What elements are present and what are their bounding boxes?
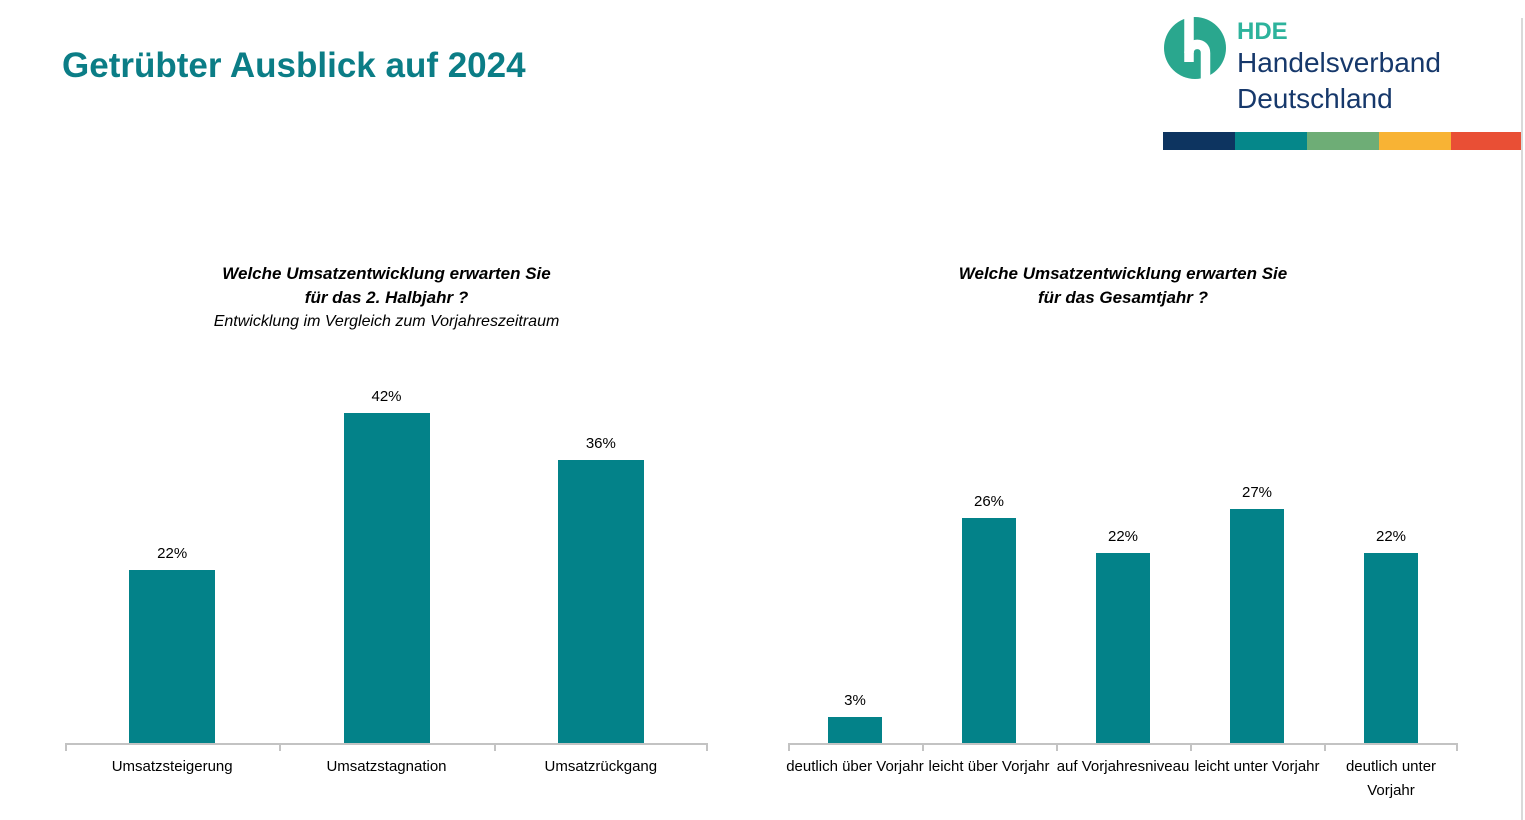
axis-tick (788, 743, 790, 751)
chart-title: Welche Umsatzentwicklung erwarten Sie fü… (788, 262, 1458, 310)
category-label: Umsatzrückgang (544, 758, 658, 775)
category-label: deutlich über Vorjahr (786, 758, 924, 775)
logo-color-stripe (1163, 132, 1523, 150)
logo-name-line1: Handelsverband (1237, 47, 1441, 78)
value-label: 42% (371, 388, 402, 405)
chart-title-line2: für das 2. Halbjahr ? (304, 288, 469, 307)
stripe-segment (1379, 132, 1451, 150)
stripe-segment (1451, 132, 1523, 150)
axis-tick (922, 743, 924, 751)
logo-acronym: HDE (1237, 18, 1288, 45)
axis-tick (65, 743, 67, 751)
axis-tick (494, 743, 496, 751)
slide-right-border (1521, 18, 1523, 820)
category-label: auf Vorjahresniveau (1056, 758, 1190, 775)
chart-subtitle: Entwicklung im Vergleich zum Vorjahresze… (213, 313, 560, 330)
chart-title-line1: Welche Umsatzentwicklung erwarten Sie (222, 264, 551, 283)
stripe-segment (1307, 132, 1379, 150)
value-label: 26% (973, 493, 1005, 510)
logo-name-line2: Deutschland (1237, 83, 1393, 114)
plot-area: 3% 26% 22% 27% 22% (788, 262, 1458, 743)
category-label: Umsatzstagnation (326, 758, 447, 775)
chart-title-line1: Welche Umsatzentwicklung erwarten Sie (958, 264, 1288, 283)
bar (343, 413, 430, 743)
chart-gesamtjahr: Welche Umsatzentwicklung erwarten Sie fü… (786, 262, 1458, 802)
value-label: 27% (1241, 484, 1273, 501)
category-label: deutlich unter Vorjahr (1345, 758, 1437, 799)
bar (129, 570, 216, 743)
x-axis (65, 743, 708, 745)
page-title: Getrübter Ausblick auf 2024 (62, 46, 526, 85)
category-label: leicht unter Vorjahr (1194, 758, 1320, 775)
bar (1364, 553, 1418, 743)
plot-area: 22% 42% 36% (65, 262, 708, 743)
bar (1096, 553, 1150, 743)
axis-tick (1056, 743, 1058, 751)
chart-title: Welche Umsatzentwicklung erwarten Sie fü… (65, 262, 708, 334)
axis-tick (706, 743, 708, 751)
value-label: 22% (1375, 528, 1407, 545)
bar (557, 460, 644, 743)
logo-wordmark: HDE Handelsverband Deutschland (1237, 18, 1441, 117)
bar (1230, 509, 1284, 743)
hde-h-icon (1164, 16, 1226, 82)
value-label: 22% (157, 545, 188, 562)
bar (828, 717, 882, 743)
stripe-segment (1235, 132, 1307, 150)
stripe-segment (1163, 132, 1235, 150)
axis-tick (1456, 743, 1458, 751)
value-label: 3% (844, 692, 866, 709)
value-label: 22% (1107, 528, 1139, 545)
category-label: leicht über Vorjahr (928, 758, 1050, 775)
category-label: Umsatzsteigerung (111, 758, 233, 775)
axis-tick (1324, 743, 1326, 751)
chart-halbjahr: Welche Umsatzentwicklung erwarten Sie fü… (65, 262, 708, 802)
axis-tick (1190, 743, 1192, 751)
bar (962, 518, 1016, 743)
axis-tick (279, 743, 281, 751)
value-label: 36% (585, 435, 616, 452)
x-axis (788, 743, 1458, 745)
chart-title-line2: für das Gesamtjahr ? (1037, 288, 1209, 307)
